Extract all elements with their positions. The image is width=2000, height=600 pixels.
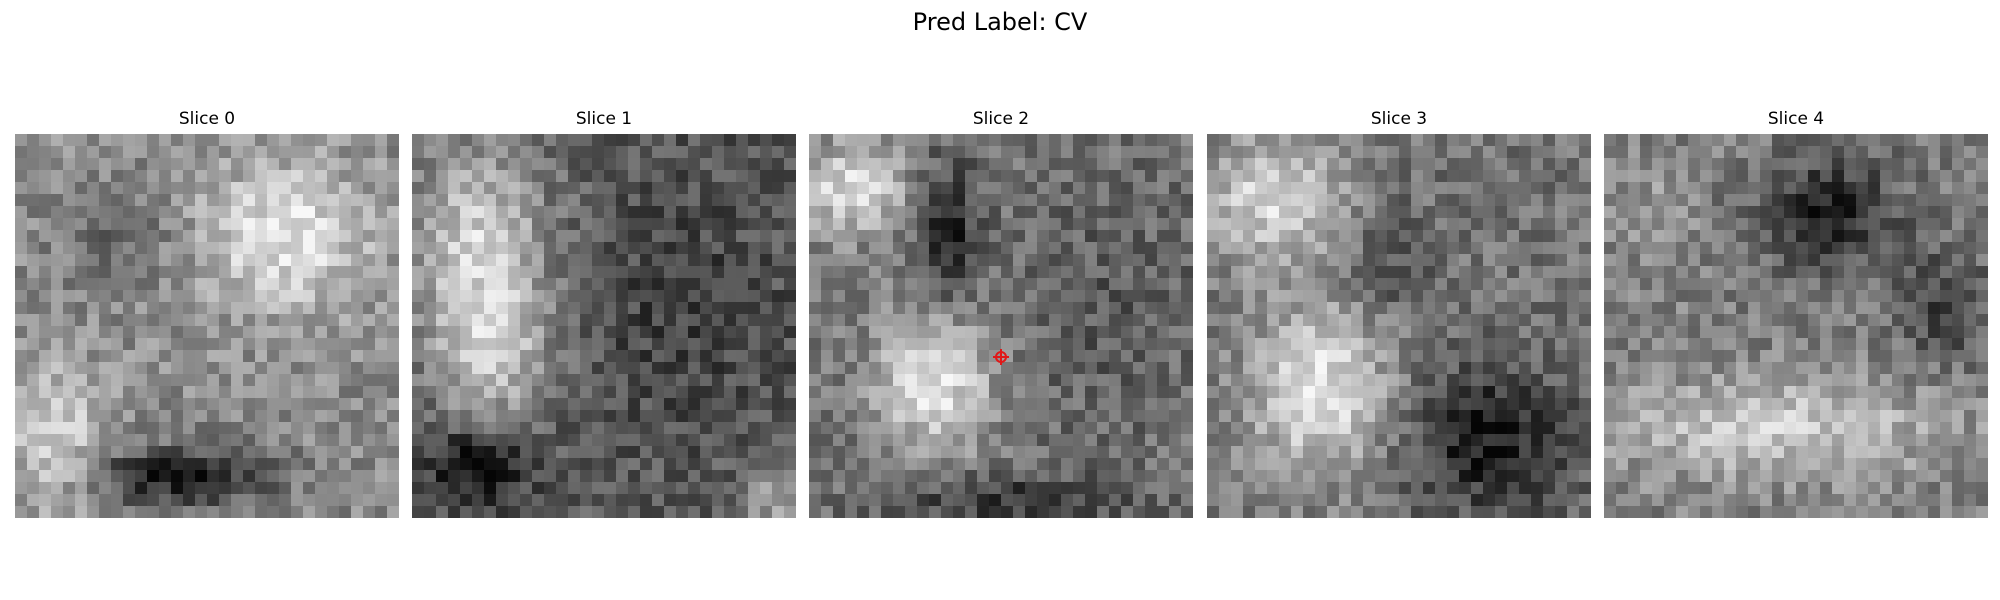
slice-image xyxy=(809,134,1193,518)
slice-title: Slice 4 xyxy=(1767,109,1825,129)
slice-title: Slice 3 xyxy=(1370,109,1428,129)
slice-panel-1: Slice 1 xyxy=(412,108,796,518)
slice-image xyxy=(15,134,399,518)
slice-image xyxy=(1604,134,1988,518)
prediction-marker xyxy=(993,349,1009,365)
figure-title: Pred Label: CV xyxy=(912,8,1088,36)
slice-panel-0: Slice 0 xyxy=(15,108,399,518)
slice-title: Slice 1 xyxy=(575,109,633,129)
slice-title: Slice 0 xyxy=(178,109,236,129)
slice-title: Slice 2 xyxy=(972,109,1030,129)
slice-panel-3: Slice 3 xyxy=(1207,108,1591,518)
slice-panel-2: Slice 2 xyxy=(809,108,1193,518)
slice-image xyxy=(412,134,796,518)
slice-image xyxy=(1207,134,1591,518)
slice-panel-4: Slice 4 xyxy=(1604,108,1988,518)
